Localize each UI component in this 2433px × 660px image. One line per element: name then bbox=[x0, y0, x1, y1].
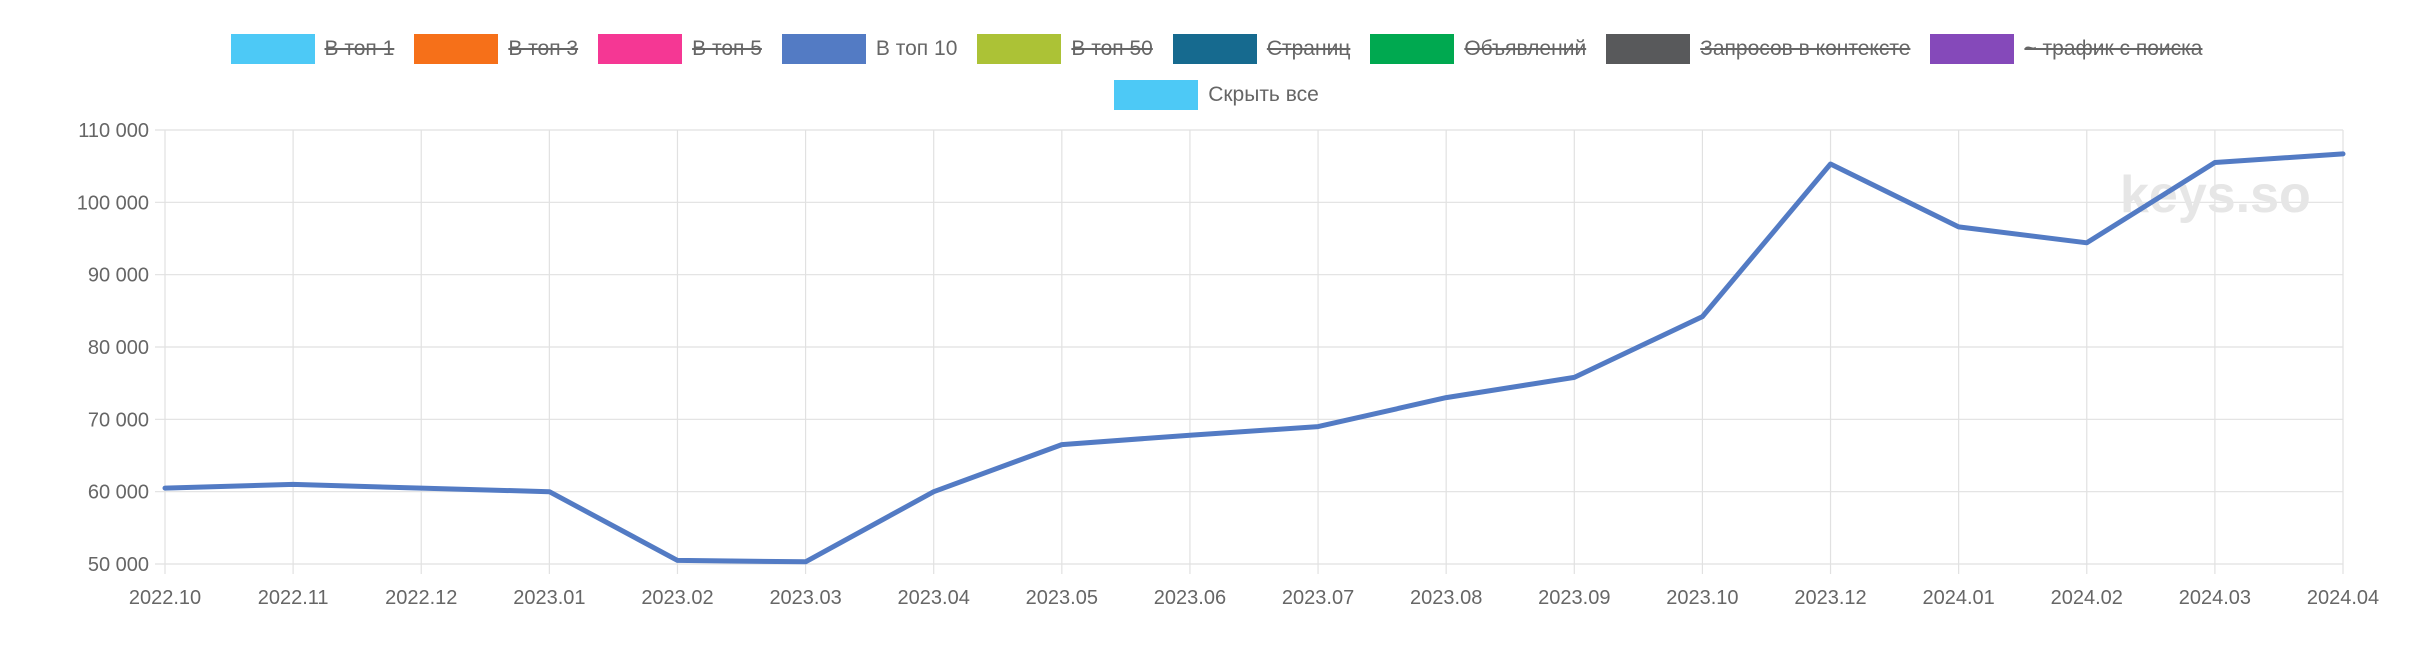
x-tick-label: 2023.08 bbox=[1410, 587, 1482, 609]
legend-item[interactable]: ~ трафик с поиска bbox=[1930, 34, 2202, 64]
data-point[interactable] bbox=[419, 486, 424, 491]
x-tick-label: 2023.02 bbox=[641, 587, 713, 609]
y-tick-label: 110 000 bbox=[78, 120, 149, 142]
legend-label: Запросов в контексте bbox=[1700, 37, 1911, 60]
data-point[interactable] bbox=[547, 489, 552, 494]
data-point[interactable] bbox=[803, 559, 808, 564]
data-point[interactable] bbox=[931, 489, 936, 494]
y-tick-label: 60 000 bbox=[88, 482, 149, 504]
x-tick-label: 2022.12 bbox=[385, 587, 457, 609]
x-tick-label: 2023.09 bbox=[1538, 587, 1610, 609]
legend-swatch bbox=[1930, 34, 2015, 64]
legend-swatch bbox=[781, 34, 866, 64]
data-point[interactable] bbox=[1444, 395, 1449, 400]
x-tick-label: 2024.01 bbox=[1922, 587, 1994, 609]
legend-label: Страниц bbox=[1266, 37, 1351, 60]
x-tick-label: 2023.03 bbox=[769, 587, 841, 609]
x-tick-label: 2024.02 bbox=[2051, 587, 2123, 609]
legend-swatch bbox=[1172, 34, 1257, 64]
legend-item[interactable]: В топ 5 bbox=[598, 34, 762, 64]
x-tick-label: 2023.04 bbox=[898, 587, 970, 609]
data-point[interactable] bbox=[1700, 314, 1705, 319]
legend-row: Скрыть все bbox=[0, 78, 2433, 112]
legend-label: В топ 3 bbox=[508, 37, 579, 60]
legend-swatch bbox=[598, 34, 683, 64]
legend-label: ~ трафик с поиска bbox=[2024, 37, 2203, 60]
x-tick-label: 2024.03 bbox=[2179, 587, 2251, 609]
legend-item[interactable]: Запросов в контексте bbox=[1606, 34, 1910, 64]
x-tick-label: 2023.12 bbox=[1794, 587, 1866, 609]
legend-label: В топ 1 bbox=[324, 37, 395, 60]
series-group bbox=[162, 151, 2346, 565]
data-point[interactable] bbox=[675, 558, 680, 563]
x-tick-label: 2023.10 bbox=[1666, 587, 1738, 609]
y-tick-label: 100 000 bbox=[77, 192, 149, 214]
legend-swatch bbox=[1370, 34, 1455, 64]
x-axis: 2022.10 2022.11 2022.12 2023.01 2023.02 2023.… bbox=[129, 587, 2379, 609]
y-tick-label: 70 000 bbox=[88, 409, 149, 431]
data-point[interactable] bbox=[1187, 433, 1192, 438]
legend-item[interactable]: В топ 1 bbox=[230, 34, 395, 64]
x-tick-label: 2022.10 bbox=[129, 587, 201, 609]
x-tick-label: 2023.01 bbox=[513, 587, 585, 609]
hide-all-label: Скрыть все bbox=[1208, 83, 1319, 106]
data-point[interactable] bbox=[2341, 151, 2345, 156]
data-point[interactable] bbox=[291, 482, 296, 487]
data-point[interactable] bbox=[2084, 240, 2089, 245]
legend-item[interactable]: Страниц bbox=[1172, 34, 1351, 64]
legend-label: В топ 5 bbox=[692, 37, 762, 60]
data-point[interactable] bbox=[1316, 424, 1321, 429]
legend-swatch bbox=[1606, 34, 1691, 64]
grid-lines bbox=[155, 129, 2344, 574]
data-point[interactable] bbox=[1059, 442, 1064, 447]
legend-swatch bbox=[977, 34, 1062, 64]
y-tick-label: 90 000 bbox=[88, 265, 149, 287]
data-point[interactable] bbox=[1956, 224, 1961, 229]
x-tick-label: 2023.06 bbox=[1154, 587, 1226, 609]
chart-legend: В топ 1 В топ 3 В топ 5 В топ 10 В топ 50 Стр… bbox=[0, 32, 2433, 124]
x-tick-label: 2023.07 bbox=[1282, 587, 1354, 609]
legend-item[interactable]: В топ 50 bbox=[977, 34, 1153, 64]
legend-swatch bbox=[414, 34, 499, 64]
data-point[interactable] bbox=[1572, 375, 1577, 380]
data-point[interactable] bbox=[1828, 161, 1833, 166]
data-point[interactable] bbox=[2212, 160, 2217, 165]
hide-all-button[interactable]: Скрыть все bbox=[1114, 80, 1319, 110]
y-tick-label: 80 000 bbox=[88, 337, 149, 359]
legend-swatch bbox=[230, 34, 315, 64]
x-tick-label: 2024.04 bbox=[2307, 587, 2379, 609]
y-tick-label: 50 000 bbox=[88, 554, 149, 576]
legend-item[interactable]: В топ 10 bbox=[781, 34, 958, 64]
legend-row: В топ 1 В топ 3 В топ 5 В топ 10 В топ 50 Стр… bbox=[0, 32, 2433, 66]
legend-label: Объявлений bbox=[1464, 37, 1587, 60]
series-line bbox=[162, 151, 2346, 565]
x-tick-label: 2022.11 bbox=[258, 587, 329, 609]
legend-label: В топ 10 bbox=[875, 37, 958, 60]
legend-label: В топ 50 bbox=[1071, 37, 1153, 60]
watermark-logo: keys.so bbox=[2120, 166, 2311, 224]
data-point[interactable] bbox=[163, 486, 167, 491]
hide-all-swatch bbox=[1114, 80, 1199, 110]
legend-item[interactable]: В топ 3 bbox=[414, 34, 578, 64]
y-axis: 50 000 60 000 70 000 80 000 90 000 100 000 110… bbox=[77, 120, 149, 576]
x-tick-label: 2023.05 bbox=[1026, 587, 1098, 609]
legend-item[interactable]: Объявлений bbox=[1370, 34, 1586, 64]
